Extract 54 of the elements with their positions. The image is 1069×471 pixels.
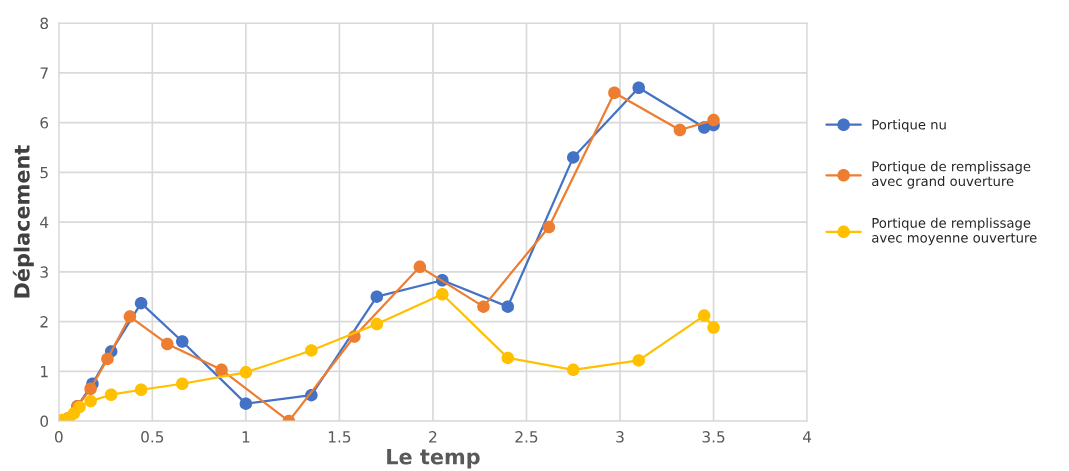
point xyxy=(134,383,148,396)
point xyxy=(567,363,580,377)
point xyxy=(104,388,118,401)
point xyxy=(632,354,645,367)
point xyxy=(673,123,687,137)
y-tick-label: 4 xyxy=(40,216,49,228)
point xyxy=(707,321,720,334)
x-tick-label: 0.5 xyxy=(141,431,164,443)
point xyxy=(477,300,490,313)
point xyxy=(608,86,621,99)
y-tick-label: 7 xyxy=(40,67,48,79)
x-tick-label: 3.5 xyxy=(702,431,725,443)
y-tick-label: 2 xyxy=(40,316,48,328)
legend-label: Portique de remplissage avec grand ouverture xyxy=(872,161,1031,189)
point xyxy=(305,344,318,357)
point xyxy=(436,287,449,301)
point xyxy=(239,366,253,379)
x-tick-label: 2.5 xyxy=(515,431,538,443)
point xyxy=(370,290,384,303)
x-tick-label: 3 xyxy=(616,431,624,443)
point xyxy=(501,351,515,365)
point xyxy=(413,260,427,274)
point xyxy=(501,300,515,313)
y-tick-label: 6 xyxy=(40,117,49,129)
point xyxy=(707,113,720,127)
legend-label: Portique nu xyxy=(872,119,946,133)
point xyxy=(176,377,189,391)
point xyxy=(567,151,580,164)
x-tick-label: 0 xyxy=(54,431,63,443)
y-tick-label: 5 xyxy=(40,166,48,179)
x-tick-label: 1 xyxy=(242,431,250,443)
x-tick-label: 1.5 xyxy=(328,431,351,443)
y-axis-title: Déplacement xyxy=(12,145,34,298)
legend-label: Portique de remplissage avec moyenne ouverture xyxy=(872,217,1037,246)
x-tick-label: 2 xyxy=(429,431,437,443)
point xyxy=(161,337,174,351)
point xyxy=(134,296,148,310)
x-axis-title: Le temp xyxy=(387,449,480,469)
y-tick-label: 0 xyxy=(40,415,49,428)
point xyxy=(123,310,137,323)
point xyxy=(239,397,253,410)
y-tick-label: 3 xyxy=(40,266,48,278)
point xyxy=(84,382,97,395)
x-tick-label: 4 xyxy=(802,431,812,443)
point xyxy=(697,309,711,322)
point xyxy=(370,317,384,331)
point xyxy=(84,394,97,408)
point xyxy=(101,352,114,366)
point xyxy=(215,363,228,377)
point xyxy=(176,335,189,348)
point xyxy=(632,81,645,94)
y-tick-label: 1 xyxy=(41,365,48,378)
point xyxy=(542,220,556,234)
y-tick-label: 8 xyxy=(40,17,49,30)
